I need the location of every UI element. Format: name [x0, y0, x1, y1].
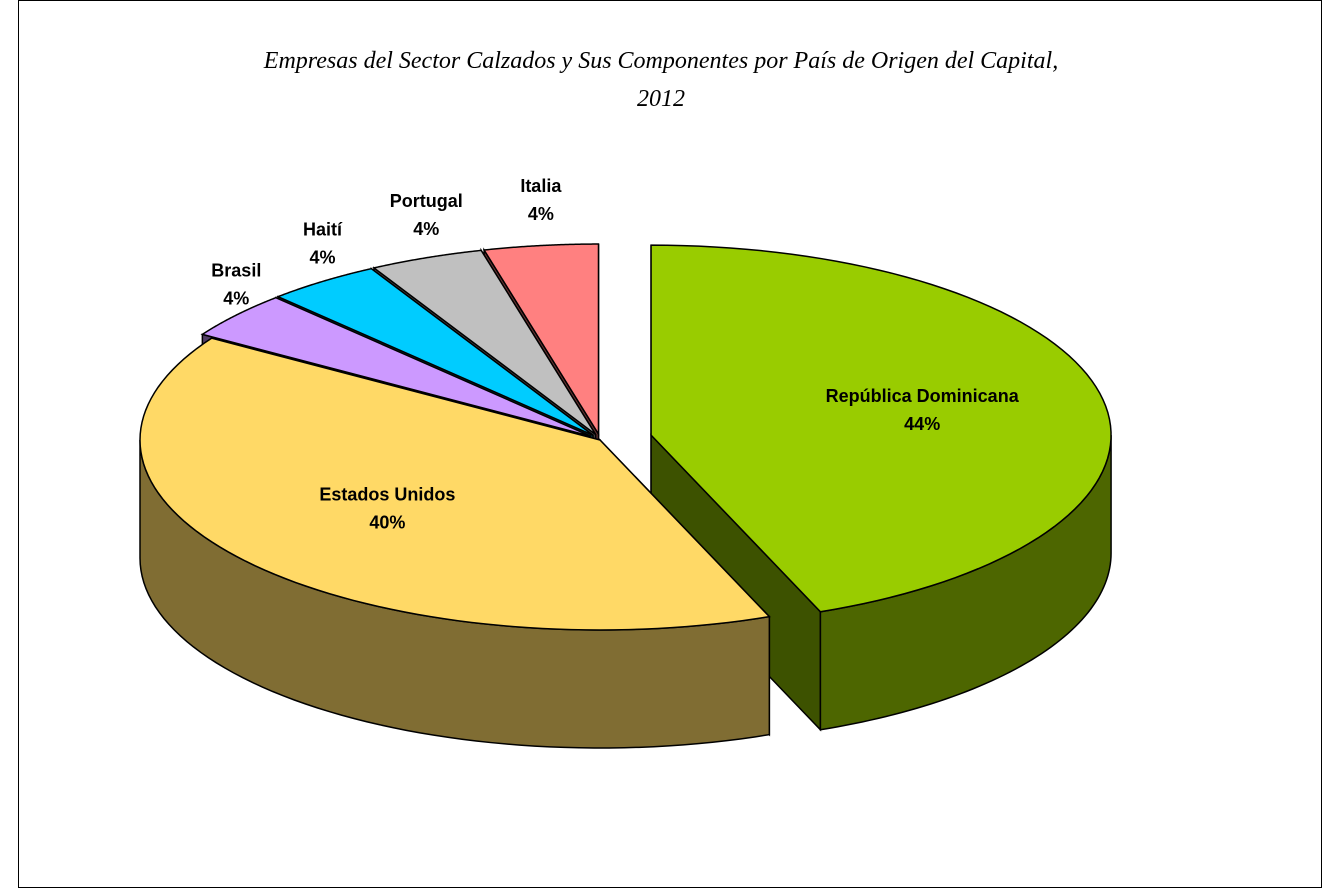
category-label: Haití: [303, 220, 343, 240]
chart-title: Empresas del Sector Calzados y Sus Compo…: [263, 48, 1059, 112]
category-label: República Dominicana: [826, 386, 1020, 406]
slice: [482, 243, 600, 437]
value-label: 4%: [310, 248, 336, 268]
category-label: Portugal: [390, 191, 463, 211]
slice: [276, 267, 594, 436]
slice: [200, 296, 592, 437]
category-label: Italia: [520, 176, 562, 196]
value-label: 4%: [223, 288, 249, 308]
slice: [372, 249, 597, 436]
slice: [139, 337, 771, 631]
category-label: Brasil: [211, 260, 261, 280]
value-label: 40%: [369, 513, 405, 533]
value-label: 4%: [413, 219, 439, 239]
category-label: Estados Unidos: [319, 485, 455, 505]
value-label: 44%: [904, 414, 940, 434]
slice: [650, 244, 1112, 613]
value-label: 4%: [528, 204, 554, 224]
